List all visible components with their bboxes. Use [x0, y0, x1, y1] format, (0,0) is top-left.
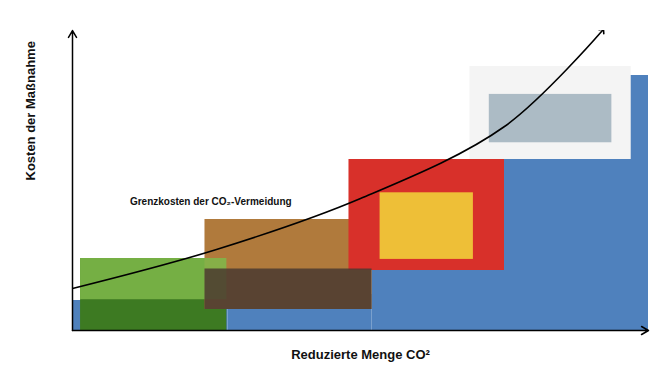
svg-text:Kosten der Maßnahme: Kosten der Maßnahme: [23, 41, 38, 180]
svg-text:Reduzierte Menge CO²: Reduzierte Menge CO²: [291, 347, 430, 362]
svg-text:Grenzkosten der CO₂-Vermeidung: Grenzkosten der CO₂-Vermeidung: [130, 196, 292, 207]
